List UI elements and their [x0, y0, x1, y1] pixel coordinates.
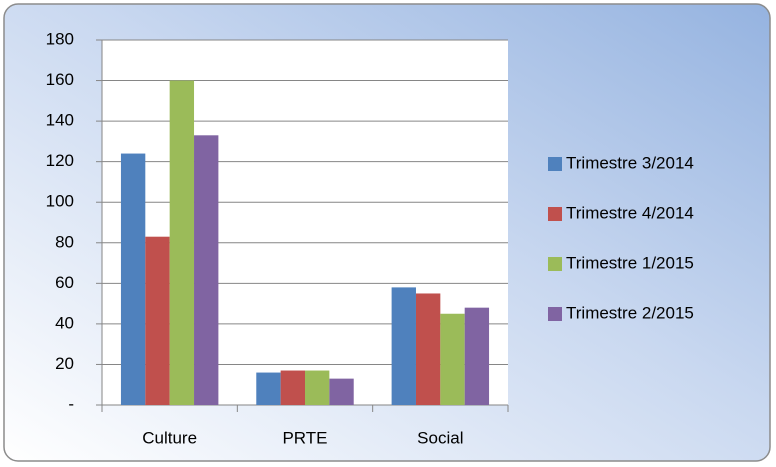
- legend-swatch: [548, 157, 562, 171]
- x-tick-label: Social: [417, 428, 463, 447]
- bar: [464, 307, 490, 405]
- y-tick-label: 80: [55, 232, 74, 251]
- legend-label: Trimestre 3/2014: [566, 153, 694, 172]
- y-tick-label: 40: [55, 313, 74, 332]
- y-tick-label: 100: [46, 192, 74, 211]
- y-tick-label: 20: [55, 354, 74, 373]
- bar: [280, 370, 305, 405]
- legend-swatch: [548, 207, 562, 221]
- y-tick-label: 60: [55, 273, 74, 292]
- y-tick-label: 180: [46, 29, 74, 48]
- legend-label: Trimestre 2/2015: [566, 303, 694, 322]
- bar: [305, 370, 330, 405]
- y-tick-label: 120: [46, 151, 74, 170]
- legend-label: Trimestre 4/2014: [566, 203, 694, 222]
- y-tick-label: -: [68, 394, 74, 413]
- bar: [169, 80, 195, 406]
- bar: [256, 372, 281, 405]
- bar: [120, 153, 146, 405]
- legend-swatch: [548, 307, 562, 321]
- bar: [415, 293, 441, 405]
- bar: [440, 313, 465, 405]
- bar: [145, 236, 170, 405]
- legend-label: Trimestre 1/2015: [566, 253, 694, 272]
- bar: [194, 135, 219, 406]
- bar: [329, 378, 354, 405]
- y-tick-label: 140: [46, 111, 74, 130]
- x-tick-label: Culture: [142, 428, 197, 447]
- bar: [391, 287, 416, 405]
- y-tick-label: 160: [46, 70, 74, 89]
- x-tick-label: PRTE: [282, 428, 327, 447]
- legend-swatch: [548, 257, 562, 271]
